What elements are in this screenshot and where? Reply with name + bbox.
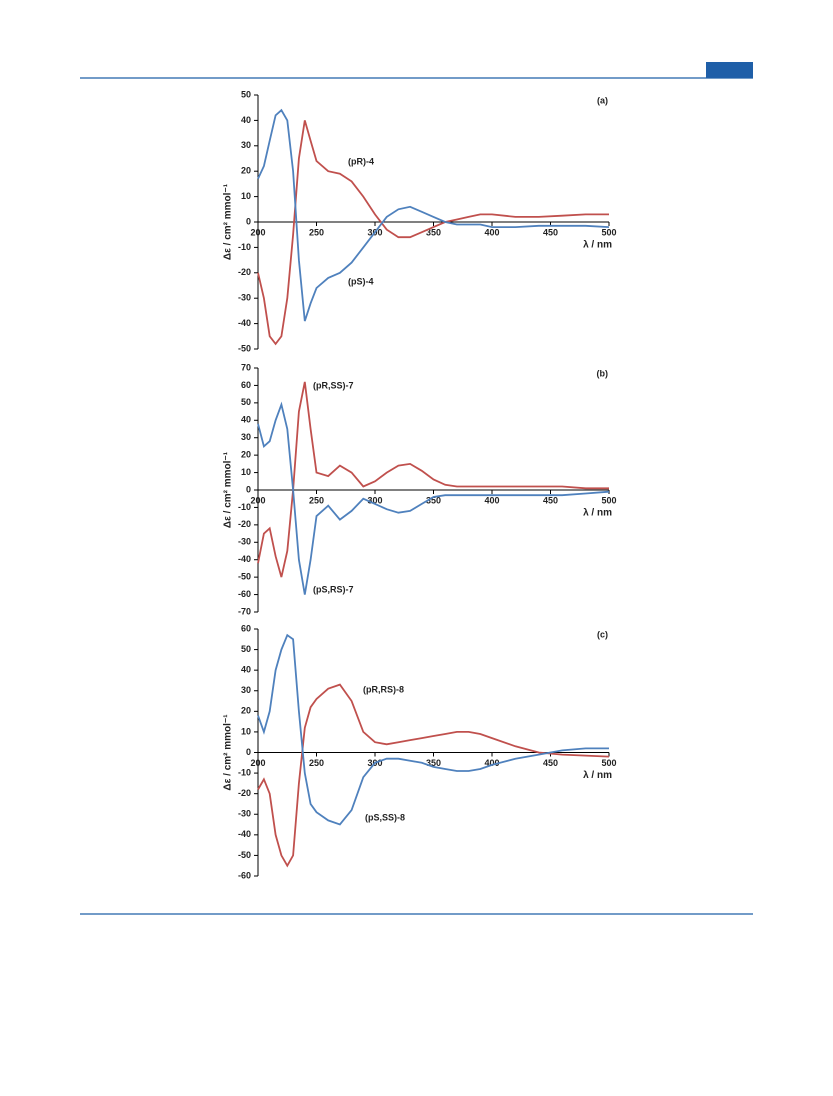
y-tick-label: 10 <box>241 467 251 477</box>
y-tick-label: 20 <box>241 450 251 460</box>
x-tick-label: 200 <box>250 227 265 237</box>
y-tick-label: 0 <box>246 747 251 757</box>
data-line <box>257 381 609 578</box>
y-tick-label: 30 <box>241 140 251 150</box>
y-tick-label: -50 <box>238 850 251 860</box>
panel-label: (a) <box>597 95 608 105</box>
series-label: (pR)-4 <box>348 156 374 166</box>
y-tick-label: 50 <box>241 397 251 407</box>
y-axis-title: Δε / cm² mmol⁻¹ <box>223 183 234 260</box>
y-tick-label: 10 <box>241 726 251 736</box>
y-tick-label: 50 <box>241 644 251 654</box>
y-tick-label: -70 <box>238 606 251 616</box>
data-line <box>257 401 610 595</box>
y-tick-label: 20 <box>241 166 251 176</box>
x-tick-label: 500 <box>601 495 616 505</box>
y-tick-label: 70 <box>241 362 251 372</box>
y-tick-label: 30 <box>241 432 251 442</box>
y-tick-label: -40 <box>238 318 251 328</box>
data-line <box>257 633 609 826</box>
y-tick-label: 50 <box>241 89 251 99</box>
x-axis-title: λ / nm <box>583 508 612 519</box>
series-label: (pR,SS)-7 <box>313 380 354 390</box>
y-tick-label: 60 <box>241 380 251 390</box>
y-tick-label: -30 <box>238 537 251 547</box>
x-tick-label: 400 <box>484 758 499 768</box>
panel-label: (c) <box>597 629 608 639</box>
x-tick-label: 250 <box>309 495 324 505</box>
series-label: (pS)-4 <box>348 276 374 286</box>
y-tick-label: -10 <box>238 502 251 512</box>
y-tick-label: -10 <box>238 242 251 252</box>
y-tick-label: -50 <box>238 343 251 353</box>
data-line <box>257 108 610 322</box>
y-tick-label: -20 <box>238 519 251 529</box>
header-tab <box>706 62 753 78</box>
y-tick-label: 10 <box>241 191 251 201</box>
x-axis-title: λ / nm <box>583 770 612 781</box>
x-tick-label: 200 <box>250 495 265 505</box>
y-tick-label: -60 <box>238 589 251 599</box>
x-tick-label: 450 <box>543 495 558 505</box>
x-tick-label: 500 <box>601 227 616 237</box>
x-tick-label: 200 <box>250 758 265 768</box>
y-tick-label: 30 <box>241 685 251 695</box>
y-tick-label: -20 <box>238 267 251 277</box>
x-tick-label: 400 <box>484 495 499 505</box>
data-line <box>257 120 609 346</box>
x-tick-label: 350 <box>426 758 441 768</box>
y-tick-label: -40 <box>238 829 251 839</box>
y-tick-label: 40 <box>241 665 251 675</box>
series-label: (pR,RS)-8 <box>363 684 404 694</box>
y-tick-label: -20 <box>238 788 251 798</box>
y-tick-label: -30 <box>238 293 251 303</box>
x-tick-label: 450 <box>543 227 558 237</box>
y-tick-label: 60 <box>241 623 251 633</box>
y-axis-title: Δε / cm² mmol⁻¹ <box>223 714 234 791</box>
x-tick-label: 250 <box>309 758 324 768</box>
x-tick-label: 450 <box>543 758 558 768</box>
y-tick-label: -60 <box>238 870 251 880</box>
y-tick-label: -30 <box>238 809 251 819</box>
y-tick-label: 40 <box>241 415 251 425</box>
y-tick-label: 20 <box>241 706 251 716</box>
y-tick-label: 0 <box>246 216 251 226</box>
y-tick-label: 0 <box>246 484 251 494</box>
y-tick-label: -10 <box>238 767 251 777</box>
series-label: (pS,SS)-8 <box>365 812 405 822</box>
y-tick-label: 40 <box>241 115 251 125</box>
series-label: (pS,RS)-7 <box>313 584 354 594</box>
x-tick-label: 350 <box>426 227 441 237</box>
y-axis-title: Δε / cm² mmol⁻¹ <box>223 451 234 528</box>
x-tick-label: 350 <box>426 495 441 505</box>
x-tick-label: 250 <box>309 227 324 237</box>
x-tick-label: 300 <box>367 495 382 505</box>
y-tick-label: -50 <box>238 572 251 582</box>
x-tick-label: 400 <box>484 227 499 237</box>
panel-label: (b) <box>597 368 609 378</box>
y-tick-label: -40 <box>238 554 251 564</box>
x-tick-label: 500 <box>601 758 616 768</box>
data-line <box>257 683 610 868</box>
x-axis-title: λ / nm <box>583 240 612 251</box>
